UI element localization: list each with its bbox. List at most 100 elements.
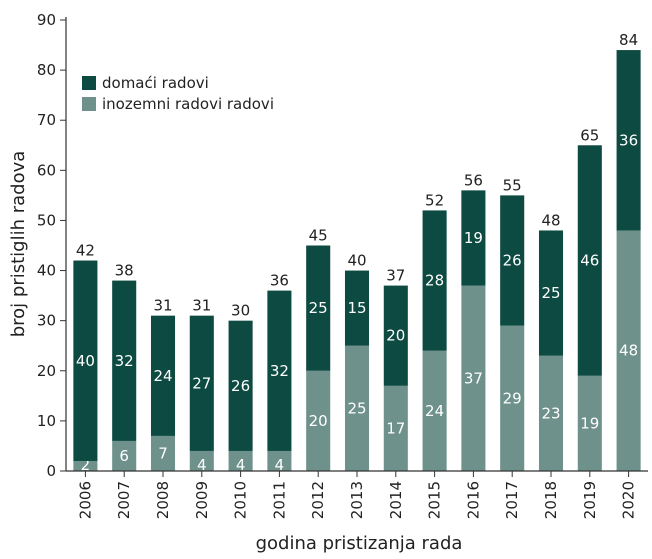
value-label-domaci: 32	[270, 362, 289, 380]
y-axis-title: broj pristiglih radova	[8, 151, 29, 338]
x-tick-label: 2014	[387, 481, 405, 519]
bar-segment-domaci	[500, 195, 525, 326]
value-label-domaci: 46	[580, 252, 599, 270]
x-axis-title: godina pristizanja rada	[256, 533, 463, 554]
value-label-inozemni: 37	[464, 369, 483, 387]
x-tick-label: 2019	[581, 481, 599, 519]
bar-segment-domaci	[306, 245, 331, 371]
value-label-inozemni: 2	[81, 456, 91, 474]
bar-segment-inozemni	[383, 385, 408, 471]
y-tick-label: 60	[37, 161, 56, 179]
total-label: 36	[270, 272, 289, 290]
y-tick-label: 0	[46, 462, 56, 480]
x-tick-label: 2016	[464, 481, 482, 519]
plot-area: 2404263238724314273142630432362025452515…	[73, 31, 641, 474]
x-tick-label: 2020	[620, 481, 638, 519]
total-label: 30	[231, 302, 250, 320]
total-label: 56	[464, 171, 483, 189]
value-label-domaci: 36	[619, 131, 638, 149]
value-label-domaci: 40	[76, 352, 95, 370]
total-label: 31	[153, 297, 172, 315]
bar-segment-domaci	[344, 270, 370, 346]
bar-segment-inozemni	[267, 450, 292, 471]
total-label: 40	[347, 252, 366, 270]
bar-segment-domaci	[422, 210, 447, 351]
bar-segment-domaci	[228, 320, 253, 451]
legend-label: inozemni radovi radovi	[102, 95, 274, 113]
value-label-inozemni: 24	[425, 402, 444, 420]
bar-segment-inozemni	[461, 285, 486, 471]
x-tick-label: 2006	[76, 481, 94, 519]
total-label: 52	[425, 191, 444, 209]
bar-segment-domaci	[461, 190, 486, 286]
y-tick-label: 30	[37, 312, 56, 330]
value-label-inozemni: 25	[347, 399, 366, 417]
value-label-inozemni: 7	[158, 444, 168, 462]
value-label-domaci: 26	[231, 377, 250, 395]
value-label-domaci: 27	[192, 374, 211, 392]
x-tick-label: 2010	[232, 481, 250, 519]
y-tick-label: 90	[37, 11, 56, 29]
value-label-inozemni: 20	[309, 412, 328, 430]
bar-segment-inozemni	[73, 460, 98, 471]
value-label-inozemni: 6	[119, 447, 129, 465]
bar-segment-inozemni	[616, 230, 641, 471]
value-label-inozemni: 4	[236, 456, 246, 474]
y-tick-label: 50	[37, 211, 56, 229]
bar-segment-inozemni	[112, 440, 137, 471]
bar-segment-inozemni	[306, 370, 331, 471]
x-tick-label: 2009	[193, 481, 211, 519]
value-label-domaci: 19	[464, 229, 483, 247]
value-label-domaci: 25	[541, 284, 560, 302]
bar-segment-domaci	[538, 230, 564, 356]
legend: domaći radovi inozemni radovi radovi	[82, 74, 274, 113]
x-axis-ticks: 2006 2007 2008 2009 2010 2011 2012 2013 2014 2015…	[76, 471, 638, 519]
bar-segment-domaci	[577, 145, 602, 376]
value-label-inozemni: 17	[386, 419, 405, 437]
value-label-domaci: 26	[503, 252, 522, 270]
x-tick-label: 2008	[154, 481, 172, 519]
value-label-inozemni: 4	[197, 456, 207, 474]
x-tick-label: 2017	[503, 481, 521, 519]
legend-label: domaći radovi	[102, 74, 209, 92]
value-label-domaci: 32	[115, 352, 134, 370]
bar-segment-domaci	[267, 290, 292, 451]
bar-segment-inozemni	[577, 375, 602, 471]
bar-segment-domaci	[383, 285, 408, 386]
y-axis-ticks: 0 10 20 30 40 50 60 70 80 90	[37, 11, 66, 480]
value-label-domaci: 20	[386, 327, 405, 345]
legend-swatch	[82, 76, 96, 90]
value-label-inozemni: 23	[541, 404, 560, 422]
value-label-inozemni: 19	[580, 414, 599, 432]
bar-segment-inozemni	[228, 450, 253, 471]
legend-swatch	[82, 97, 96, 111]
total-label: 65	[580, 126, 599, 144]
bar-segment-inozemni	[422, 350, 447, 471]
bar-segment-inozemni	[189, 450, 214, 471]
total-label: 42	[76, 242, 95, 260]
bar-segment-domaci	[150, 315, 176, 436]
x-tick-label: 2011	[270, 481, 288, 519]
x-tick-label: 2018	[542, 481, 560, 519]
bar-segment-inozemni	[344, 345, 370, 471]
bar-segment-inozemni	[500, 325, 525, 471]
y-tick-label: 70	[37, 111, 56, 129]
bar-segment-domaci	[73, 260, 98, 461]
y-tick-label: 10	[37, 412, 56, 430]
x-tick-label: 2012	[309, 481, 327, 519]
total-label: 31	[192, 297, 211, 315]
x-tick-label: 2013	[348, 481, 366, 519]
bar-segment-domaci	[189, 315, 214, 451]
value-label-domaci: 25	[309, 299, 328, 317]
value-label-inozemni: 29	[503, 389, 522, 407]
value-label-domaci: 28	[425, 272, 444, 290]
total-label: 84	[619, 31, 638, 49]
x-tick-label: 2007	[115, 481, 133, 519]
y-tick-label: 80	[37, 61, 56, 79]
value-label-domaci: 15	[347, 299, 366, 317]
total-label: 37	[386, 267, 405, 285]
bar-segment-domaci	[112, 280, 137, 441]
bar-segment-inozemni	[538, 355, 564, 471]
